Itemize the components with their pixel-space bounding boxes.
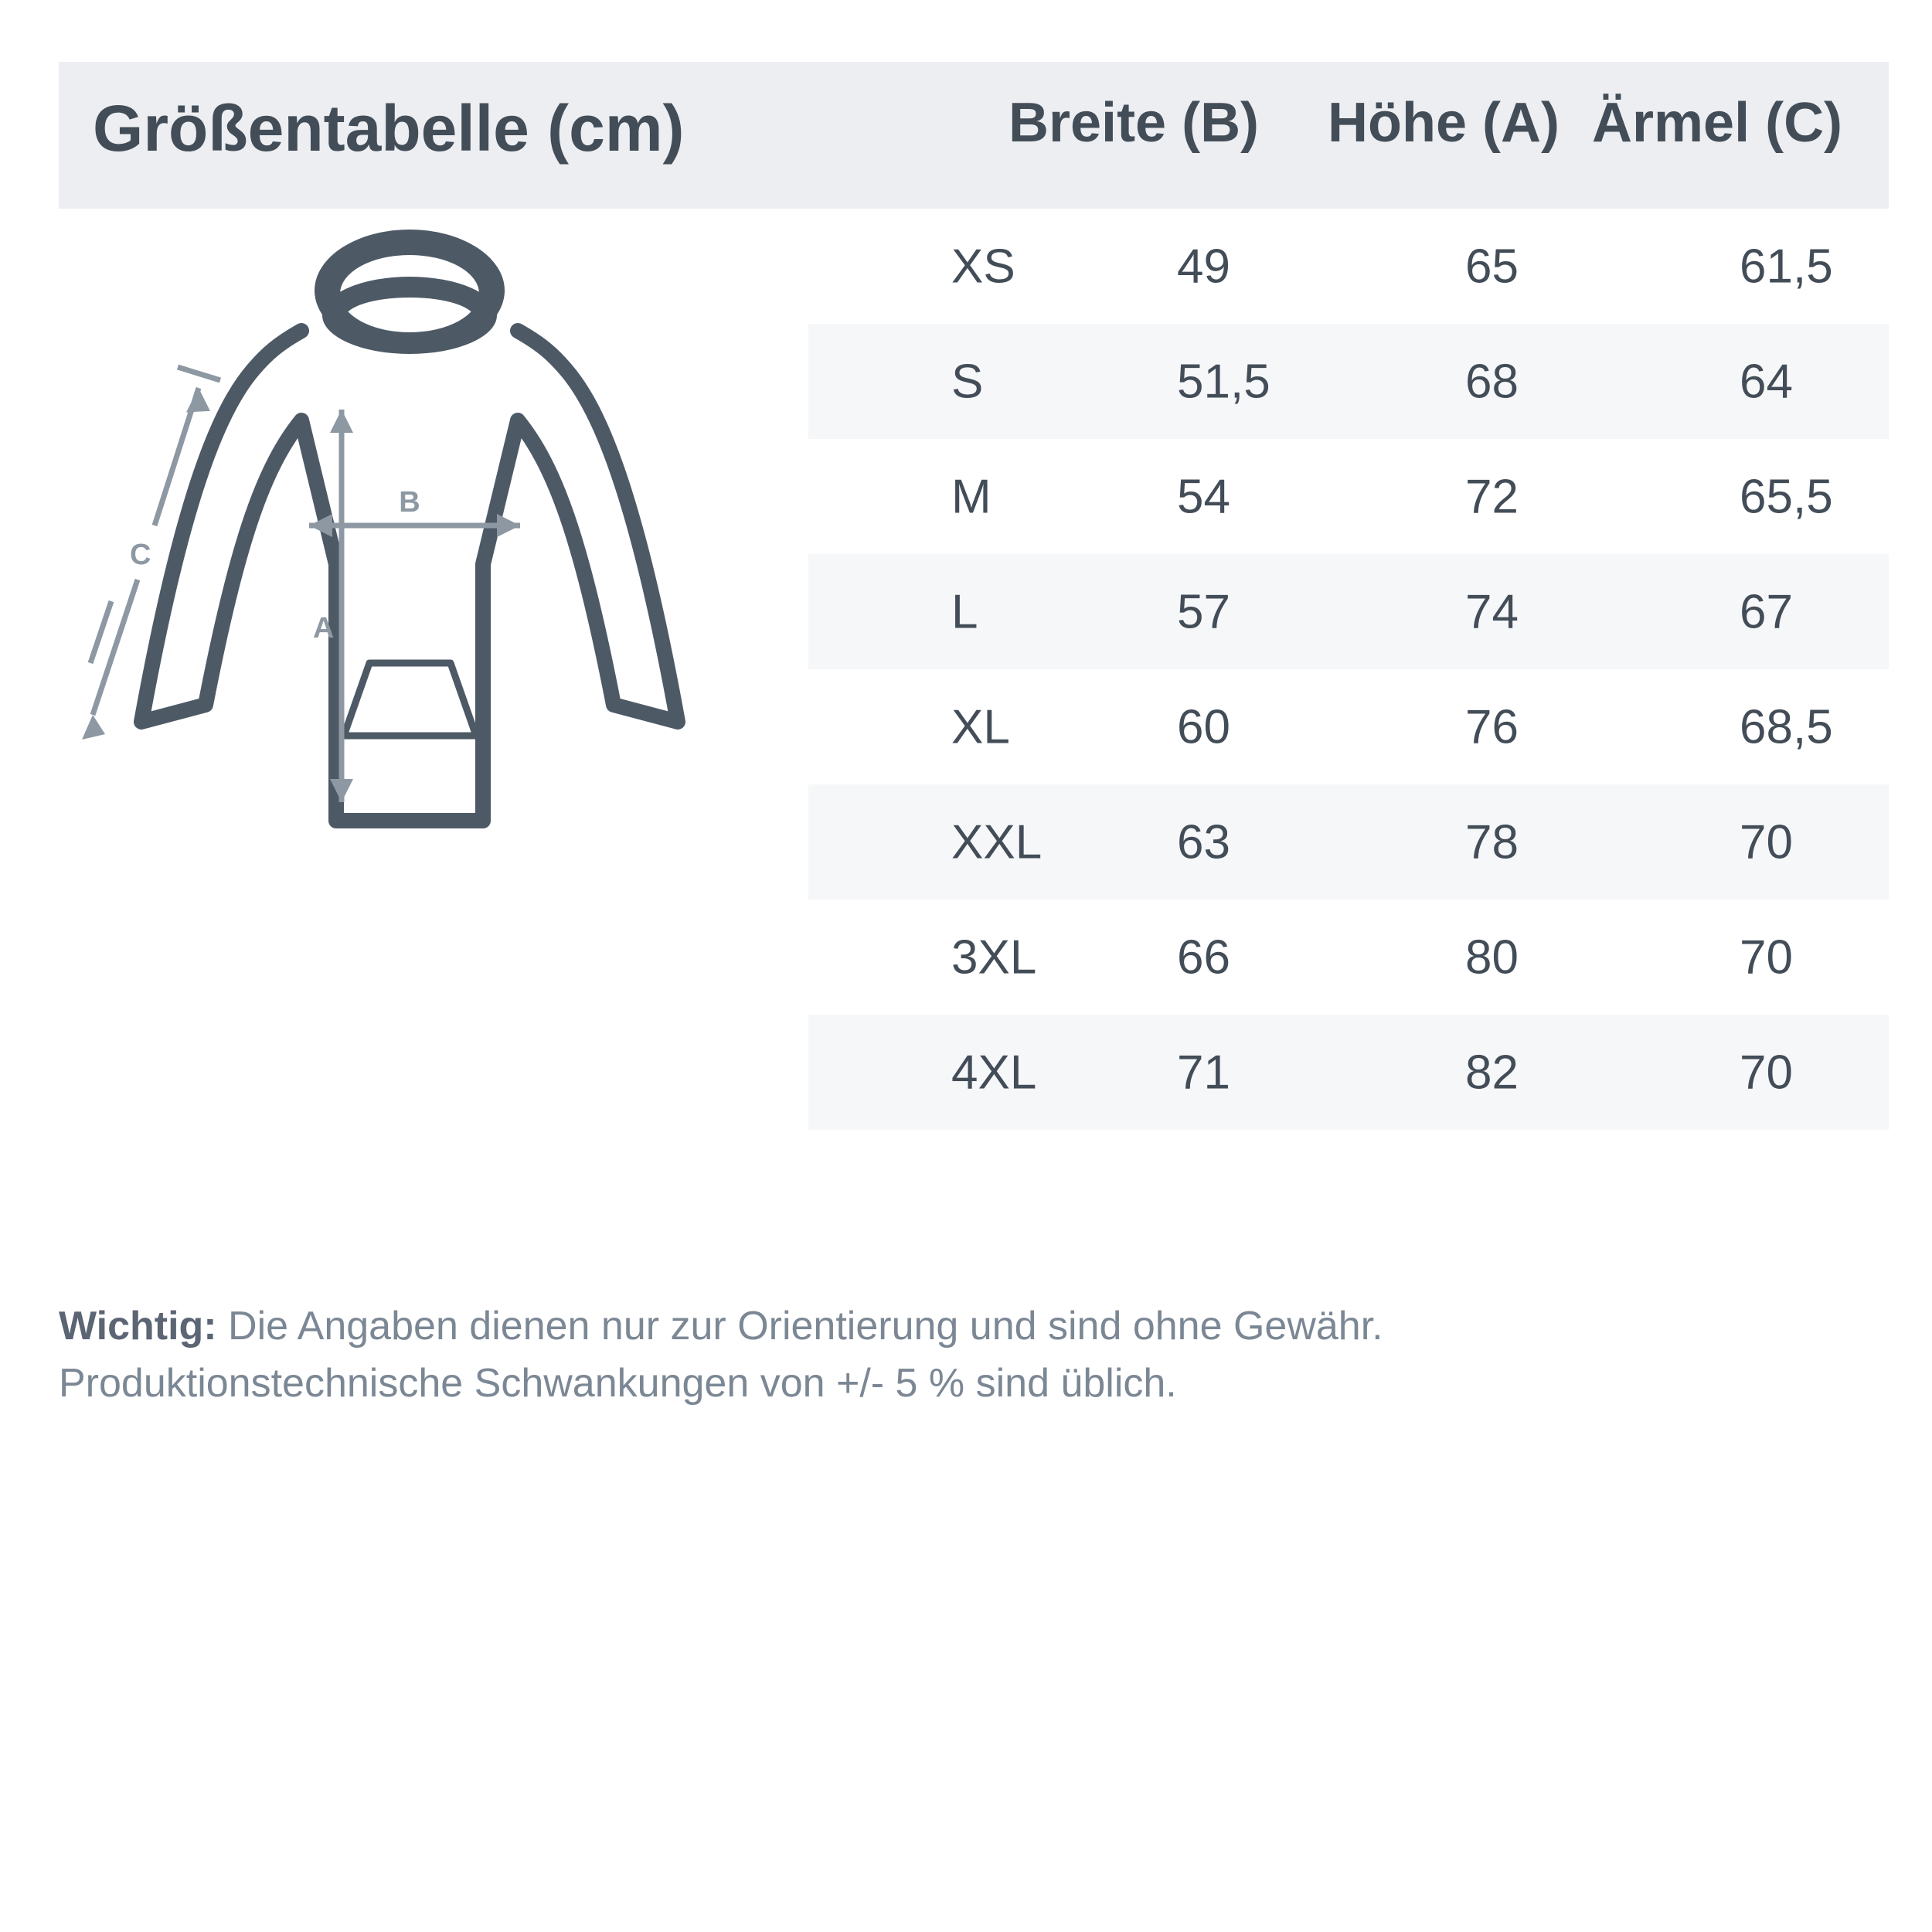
svg-text:B: B <box>399 486 420 519</box>
svg-text:A: A <box>313 612 334 645</box>
svg-text:C: C <box>130 539 151 571</box>
